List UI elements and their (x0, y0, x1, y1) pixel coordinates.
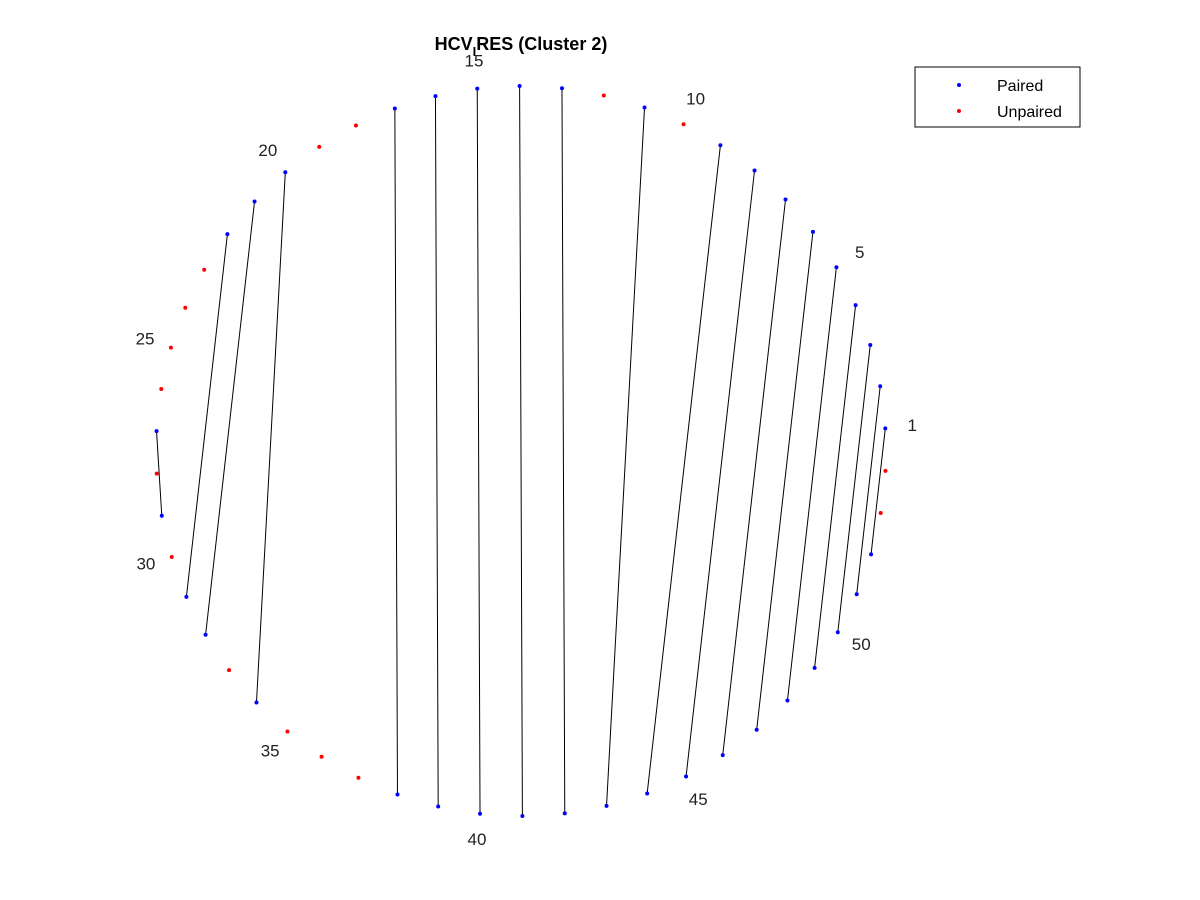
unpaired-point-53 (878, 511, 883, 516)
position-label-25: 25 (136, 329, 155, 348)
position-label-5: 5 (855, 243, 864, 262)
paired-point-51 (854, 592, 859, 597)
paired-point-52 (869, 552, 874, 557)
paired-point-46 (720, 753, 725, 758)
unpaired-point-19 (317, 144, 322, 149)
legend-paired-label: Paired (997, 78, 1043, 95)
paired-point-9 (718, 143, 723, 148)
paired-point-20 (283, 170, 288, 175)
paired-point-42 (562, 811, 567, 816)
paired-point-13 (559, 86, 564, 91)
paired-point-47 (754, 727, 759, 732)
unpaired-point-30 (169, 555, 174, 560)
paired-point-45 (684, 774, 689, 779)
paired-point-8 (752, 168, 757, 173)
pair-line-21-32 (205, 201, 256, 635)
legend-box (914, 66, 1081, 128)
legend-unpaired-marker (957, 109, 961, 113)
unpaired-point-18 (353, 123, 358, 128)
unpaired-point-28 (154, 471, 159, 476)
pair-line-8-45 (685, 170, 756, 777)
unpaired-point-33 (227, 668, 232, 673)
chart-title: HCVIRES (Cluster 2) (435, 34, 608, 59)
unpaired-point-35 (285, 729, 290, 734)
pair-line-11-43 (606, 107, 646, 806)
paired-point-44 (645, 791, 650, 796)
position-label-10: 10 (686, 90, 705, 109)
pair-line-15-40 (476, 88, 481, 814)
paired-point-34 (254, 700, 259, 705)
pair-line-4-49 (814, 305, 857, 668)
position-label-35: 35 (261, 742, 280, 761)
pair-line-13-42 (561, 88, 566, 814)
paired-point-32 (203, 632, 208, 637)
pair-line-6-47 (756, 231, 814, 730)
paired-point-14 (517, 84, 522, 89)
paired-point-16 (433, 94, 438, 99)
unpaired-point-37 (356, 775, 361, 780)
paired-point-50 (835, 630, 840, 635)
position-label-40: 40 (468, 830, 487, 849)
pair-line-16-39 (434, 96, 439, 807)
legend-paired-marker (957, 83, 961, 87)
unpaired-point-54 (883, 468, 888, 473)
paired-point-40 (478, 811, 483, 816)
paired-point-4 (853, 303, 858, 308)
pair-line-27-29 (156, 431, 163, 516)
paired-point-29 (159, 513, 164, 518)
paired-point-21 (252, 199, 257, 204)
title-main: HCV (435, 34, 473, 54)
pair-line-7-46 (722, 199, 787, 756)
paired-point-2 (878, 384, 883, 389)
unpaired-point-10 (681, 122, 686, 127)
pair-line-9-44 (646, 145, 721, 794)
position-label-45: 45 (689, 790, 708, 809)
position-label-15: 15 (465, 51, 484, 70)
unpaired-point-23 (202, 267, 207, 272)
pair-line-22-31 (185, 234, 228, 597)
title-rest: RES (Cluster 2) (476, 34, 607, 54)
pair-line-3-50 (837, 344, 871, 633)
unpaired-point-36 (319, 754, 324, 759)
position-label-20: 20 (258, 141, 277, 160)
paired-point-1 (883, 426, 888, 431)
paired-point-41 (520, 813, 525, 818)
pair-line-20-34 (255, 172, 286, 703)
paired-point-39 (436, 804, 441, 809)
legend: Paired Unpaired (914, 66, 1081, 128)
title-subscript: I (473, 44, 477, 59)
paired-point-49 (812, 665, 817, 670)
pair-lines (156, 86, 886, 816)
unpaired-point-12 (601, 93, 606, 98)
legend-unpaired-label: Unpaired (997, 104, 1062, 121)
paired-point-11 (642, 105, 647, 110)
pair-line-17-38 (394, 108, 398, 795)
position-label-50: 50 (852, 635, 871, 654)
pair-line-5-48 (786, 267, 837, 701)
paired-point-5 (834, 265, 839, 270)
pair-line-1-52 (870, 428, 886, 555)
paired-point-31 (184, 594, 189, 599)
unpaired-point-24 (183, 305, 188, 310)
position-label-30: 30 (136, 554, 155, 573)
paired-point-43 (604, 803, 609, 808)
pair-line-2-51 (856, 386, 881, 595)
sequence-points (154, 84, 888, 818)
paired-point-6 (810, 229, 815, 234)
position-label-1: 1 (908, 416, 917, 435)
unpaired-point-26 (159, 386, 164, 391)
paired-point-48 (785, 698, 790, 703)
unpaired-point-25 (168, 345, 173, 350)
paired-point-7 (783, 197, 788, 202)
paired-point-27 (154, 429, 159, 434)
paired-point-15 (475, 86, 480, 91)
paired-point-3 (868, 342, 873, 347)
paired-point-38 (395, 792, 400, 797)
paired-point-22 (225, 232, 230, 237)
paired-point-17 (392, 106, 397, 111)
pair-line-14-41 (519, 86, 523, 816)
